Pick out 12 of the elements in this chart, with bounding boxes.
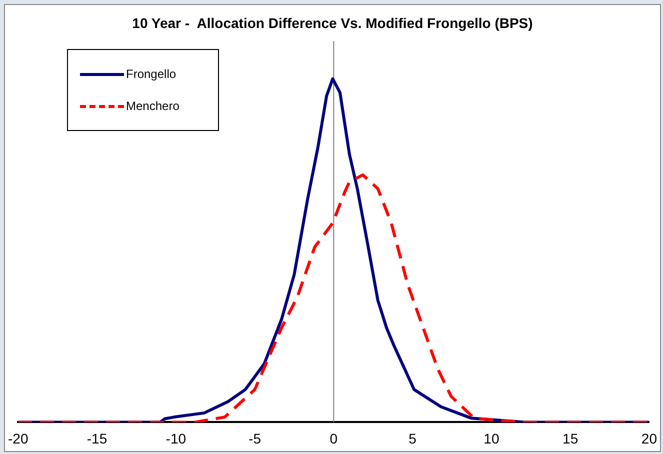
x-tick-label: 5: [408, 430, 417, 446]
x-tick-label: -5: [248, 430, 262, 446]
x-tick-label: 20: [641, 430, 658, 446]
x-tick-label: 10: [484, 430, 500, 446]
legend-label: Frongello: [126, 67, 176, 81]
x-tick-label: -20: [8, 430, 28, 446]
x-tick-label: 15: [562, 430, 578, 446]
x-tick-label: 0: [330, 430, 338, 446]
x-tick-label: -15: [86, 430, 108, 446]
x-tick-label: -10: [166, 430, 186, 446]
chart-title: 10 Year - Allocation Difference Vs. Modified Frongello (BPS): [131, 15, 534, 31]
legend-label: Menchero: [126, 99, 180, 113]
